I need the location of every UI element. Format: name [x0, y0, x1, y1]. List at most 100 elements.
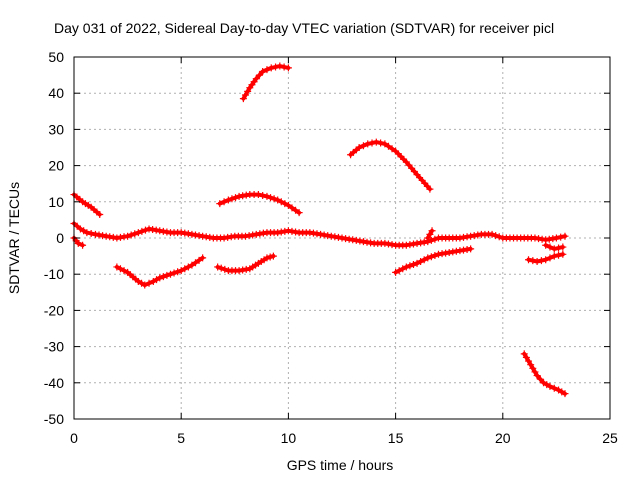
plus-marker	[426, 230, 434, 238]
y-tick-label: 20	[48, 158, 64, 174]
plus-marker	[317, 230, 325, 238]
plus-marker	[445, 248, 453, 256]
plus-marker	[224, 196, 232, 204]
plus-marker	[555, 251, 563, 259]
plus-marker	[184, 230, 192, 238]
plus-marker	[342, 235, 350, 243]
plus-marker	[195, 256, 203, 264]
plus-marker	[288, 227, 296, 235]
plus-marker	[163, 271, 171, 279]
plus-marker	[184, 263, 192, 271]
plus-marker	[87, 229, 95, 237]
plus-marker	[156, 227, 164, 235]
plus-marker	[284, 64, 292, 72]
series-trail	[72, 192, 102, 217]
series-arc-1	[70, 191, 104, 218]
plus-marker	[355, 144, 363, 151]
plus-marker	[220, 234, 228, 242]
plus-marker	[372, 138, 380, 146]
plus-marker	[292, 228, 300, 236]
plus-marker	[106, 233, 114, 241]
x-tick-label: 10	[281, 430, 297, 446]
plus-marker	[545, 235, 553, 243]
plus-marker	[242, 265, 250, 273]
plus-marker	[367, 239, 375, 247]
plus-marker	[242, 191, 250, 199]
plus-marker	[334, 233, 342, 241]
plus-marker	[174, 268, 182, 276]
series-arc-4	[113, 254, 207, 289]
series-arc-6	[214, 252, 277, 275]
plus-marker	[188, 230, 196, 238]
plus-marker	[550, 245, 558, 253]
plus-marker	[116, 265, 124, 273]
plus-marker	[395, 267, 403, 275]
plus-marker	[274, 229, 282, 237]
plus-marker	[561, 232, 569, 240]
plus-marker	[159, 227, 167, 235]
plus-marker	[529, 257, 537, 265]
plus-marker	[409, 261, 417, 269]
plus-marker	[438, 250, 446, 258]
plus-marker	[399, 265, 407, 273]
y-tick-label: 0	[56, 230, 64, 246]
plus-marker	[249, 231, 257, 239]
plus-marker	[116, 233, 124, 241]
plus-marker	[359, 238, 367, 246]
series-arc-3	[70, 234, 87, 249]
plus-marker	[456, 234, 464, 242]
plus-marker	[470, 232, 478, 240]
plus-marker	[152, 226, 160, 234]
plus-marker	[99, 232, 107, 240]
plus-marker	[327, 232, 335, 240]
plus-marker	[520, 350, 528, 358]
plus-marker	[428, 227, 436, 235]
plus-marker	[256, 230, 264, 238]
plus-marker	[559, 243, 567, 251]
plus-marker	[459, 246, 467, 254]
plus-marker	[388, 241, 396, 249]
plus-marker	[549, 235, 557, 243]
plus-marker	[252, 230, 260, 238]
plus-marker	[228, 195, 236, 203]
plus-marker	[559, 250, 567, 258]
plus-marker	[232, 194, 240, 202]
plus-marker	[252, 75, 260, 83]
y-tick-label: -50	[44, 411, 64, 427]
plus-marker	[124, 232, 132, 240]
plus-marker	[284, 201, 292, 209]
series-arc-10	[424, 227, 436, 242]
plus-marker	[431, 251, 439, 259]
plus-marker	[525, 357, 533, 365]
plus-marker	[206, 233, 214, 241]
x-tick-label: 15	[388, 430, 404, 446]
plus-marker	[467, 245, 475, 253]
plus-marker	[113, 234, 121, 242]
plus-marker	[281, 227, 289, 235]
plus-marker	[413, 239, 421, 247]
plus-marker	[202, 233, 210, 241]
plus-marker	[113, 263, 121, 271]
plus-marker	[463, 245, 471, 253]
plus-marker	[384, 142, 392, 150]
plus-marker	[364, 140, 372, 148]
plus-marker	[120, 233, 128, 241]
series-arc-12	[525, 250, 567, 266]
plus-marker	[555, 244, 563, 252]
plus-marker	[413, 259, 421, 267]
x-tick-label: 20	[495, 430, 511, 446]
plus-marker	[324, 232, 332, 240]
plus-marker	[227, 233, 235, 241]
plus-marker	[277, 228, 285, 236]
plus-marker	[368, 139, 376, 147]
plus-marker	[83, 229, 91, 237]
plus-marker	[166, 270, 174, 278]
plus-marker	[191, 259, 199, 267]
plus-marker	[459, 233, 467, 241]
plus-marker	[109, 233, 117, 241]
plus-marker	[402, 241, 410, 249]
plus-marker	[181, 229, 189, 237]
plus-marker	[381, 239, 389, 247]
plus-marker	[141, 281, 149, 289]
